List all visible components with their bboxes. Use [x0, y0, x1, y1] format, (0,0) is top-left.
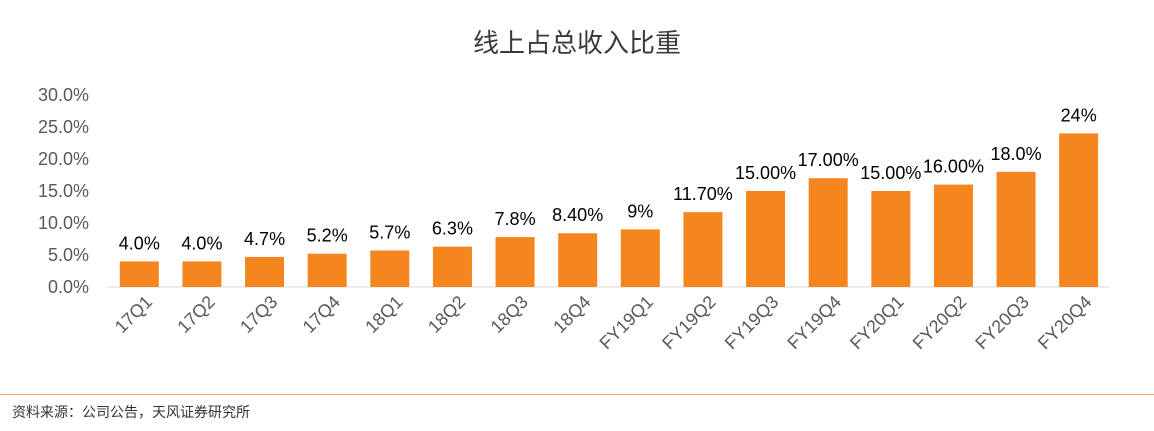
data-label: 17.00% — [798, 150, 859, 170]
data-label: 4.0% — [119, 233, 160, 253]
x-tick-label: FY20Q1 — [846, 292, 908, 354]
bar — [119, 261, 159, 287]
x-tick-label: 18Q2 — [424, 292, 469, 337]
bars — [119, 133, 1099, 287]
data-label: 4.0% — [181, 233, 222, 253]
x-tick-label: FY19Q3 — [721, 292, 783, 354]
bar — [370, 250, 410, 287]
data-label: 24% — [1061, 105, 1097, 125]
footer-divider — [0, 394, 1154, 395]
y-tick-label: 15.0% — [38, 181, 89, 201]
data-label: 11.70% — [673, 184, 733, 204]
x-tick-label: FY20Q3 — [971, 292, 1033, 354]
y-tick-label: 30.0% — [38, 85, 89, 105]
data-label: 16.00% — [923, 157, 984, 177]
data-label: 7.8% — [495, 209, 536, 229]
data-label: 5.7% — [369, 223, 410, 243]
bar — [558, 233, 598, 287]
bar — [871, 191, 911, 287]
x-tick-label: 18Q1 — [361, 292, 406, 337]
x-tick-label: FY19Q2 — [658, 292, 720, 354]
bar — [495, 237, 535, 287]
bar — [245, 256, 285, 287]
bar — [432, 246, 472, 287]
x-axis: 17Q1 17Q2 17Q3 17Q4 18Q1 18Q2 18Q3 18Q4 FY19Q1 FY… — [111, 292, 1096, 354]
data-label: 6.3% — [432, 219, 473, 239]
y-tick-label: 5.0% — [48, 245, 89, 265]
data-label: 5.2% — [307, 226, 348, 246]
bar — [182, 261, 222, 287]
data-label: 8.40% — [552, 205, 603, 225]
data-label: 18.0% — [991, 144, 1042, 164]
x-tick-label: FY19Q4 — [783, 292, 845, 354]
x-tick-label: 17Q1 — [111, 292, 156, 337]
bar — [808, 178, 848, 287]
x-tick-label: 18Q3 — [487, 292, 532, 337]
y-tick-label: 20.0% — [38, 149, 89, 169]
data-label: 9% — [627, 201, 653, 221]
x-tick-label: FY20Q4 — [1034, 292, 1096, 354]
data-label: 4.7% — [244, 229, 285, 249]
data-label: 15.00% — [735, 163, 796, 183]
x-tick-label: 17Q4 — [299, 292, 344, 337]
bar — [933, 184, 973, 287]
data-label: 15.00% — [860, 163, 921, 183]
bar — [996, 171, 1036, 287]
x-tick-label: 18Q4 — [549, 292, 594, 337]
x-tick-label: 17Q2 — [173, 292, 218, 337]
bar — [307, 253, 347, 287]
x-tick-label: 17Q3 — [236, 292, 281, 337]
source-note: 资料来源：公司公告，天风证券研究所 — [12, 405, 250, 421]
data-labels: 4.0% 4.0% 4.7% 5.2% 5.7% 6.3% 7.8% 8.40% 9% 11.70… — [119, 105, 1097, 253]
y-axis: 0.0% 5.0% 10.0% 15.0% 20.0% 25.0% 30.0% — [38, 85, 89, 297]
bar — [1059, 133, 1099, 287]
bar — [683, 212, 723, 287]
chart-title: 线上占总收入比重 — [473, 29, 681, 59]
y-tick-label: 0.0% — [48, 277, 89, 297]
x-tick-label: FY19Q1 — [596, 292, 658, 354]
y-tick-label: 10.0% — [38, 213, 89, 233]
bar — [746, 191, 786, 287]
y-tick-label: 25.0% — [38, 117, 89, 137]
x-tick-label: FY20Q2 — [909, 292, 971, 354]
bar — [620, 229, 660, 287]
